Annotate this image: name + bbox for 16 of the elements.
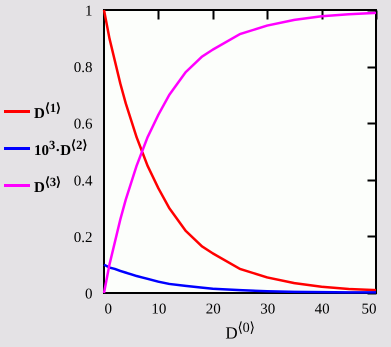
x-tick-label: 50 bbox=[362, 302, 376, 318]
x-axis-title: D$^{⟨0⟩}$ bbox=[224, 319, 256, 344]
y-tick-label: 0.8 bbox=[74, 60, 92, 76]
x-tick-label: 0 bbox=[104, 302, 112, 318]
y-tick-label: 0 bbox=[85, 286, 92, 302]
y-tick-label: 1 bbox=[85, 4, 92, 20]
x-tick-label: 30 bbox=[260, 302, 276, 318]
x-tick-label: 40 bbox=[314, 302, 330, 318]
x-tick-label: 20 bbox=[206, 302, 221, 318]
x-tick-label: 10 bbox=[151, 302, 166, 318]
legend-label: 10$^{3}$·D$^{⟨2⟩}$ bbox=[34, 137, 88, 160]
legend-label: D$^{⟨1⟩}$ bbox=[34, 100, 62, 123]
legend-label: D$^{⟨3⟩}$ bbox=[34, 174, 62, 197]
y-tick-label: 0.6 bbox=[74, 116, 93, 133]
y-tick-label: 0.2 bbox=[74, 230, 92, 246]
y-tick-label: 0.4 bbox=[74, 173, 93, 190]
